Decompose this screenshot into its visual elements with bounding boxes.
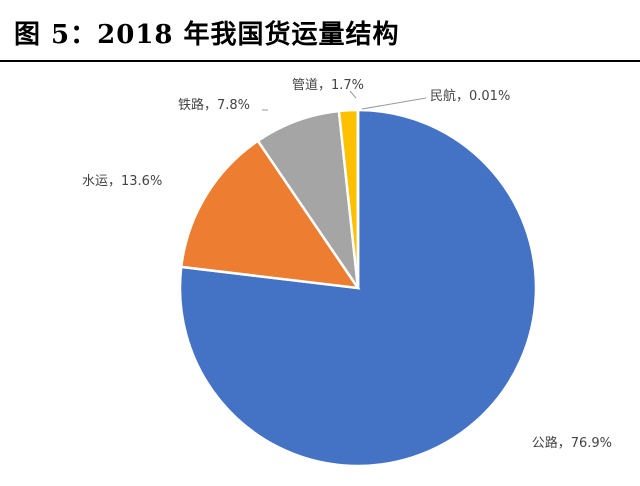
slice-label-5: 民航，0.01% (430, 88, 510, 104)
slice-label-4: 管道，1.7% (292, 78, 364, 93)
leader-lines (262, 90, 427, 111)
leader-line-4 (349, 90, 357, 99)
slice-label-1: 公路，76.9% (532, 435, 612, 451)
slice-label-2: 水运，13.6% (82, 174, 162, 189)
pie-chart: 公路，76.9% 水运，13.6% 铁路，7.8% 管道，1.7% 民航，0.01% (82, 78, 612, 468)
pie-slices (178, 108, 538, 468)
title-divider (0, 60, 640, 62)
data-labels: 公路，76.9% 水运，13.6% 铁路，7.8% 管道，1.7% 民航，0.01% (82, 78, 612, 451)
title-bar: 图 5：2018 年我国货运量结构 (0, 0, 640, 62)
figure-title: 图 5：2018 年我国货运量结构 (14, 20, 400, 50)
pie-slice-2 (179, 139, 361, 290)
pie-slice-1 (178, 108, 538, 468)
leader-line-5 (361, 97, 427, 110)
slice-label-3: 铁路，7.8% (178, 97, 250, 113)
